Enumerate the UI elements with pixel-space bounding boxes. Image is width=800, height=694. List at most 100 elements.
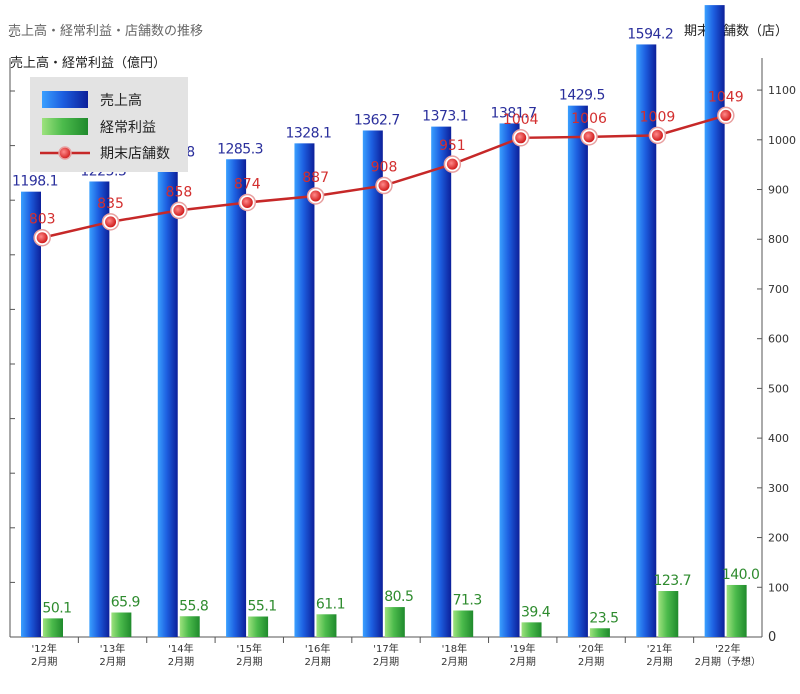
sales-data-label: 1328.1: [285, 125, 331, 141]
right-axis-tick-label: 200: [768, 532, 789, 545]
sales-data-label: 1429.5: [559, 88, 605, 104]
sales-data-label: 1381.7: [491, 105, 537, 121]
profit-data-label: 55.8: [179, 598, 208, 614]
x-tick-label: '16年: [305, 642, 330, 655]
x-tick-label: '13年: [100, 642, 125, 655]
profit-bar: [589, 628, 610, 637]
profit-data-label: 123.7: [653, 573, 691, 589]
sales-bar: [21, 191, 41, 637]
x-tick-label: '19年: [510, 642, 535, 655]
x-tick-label: 2月期: [510, 656, 536, 668]
sales-data-label: 1700.0: [696, 0, 742, 3]
sales-data-label: 1285.3: [217, 141, 263, 157]
right-axis-tick-label: 1100: [768, 84, 796, 97]
sales-bar: [294, 143, 315, 638]
x-tick-label: 2月期: [578, 656, 604, 668]
x-tick-label: 2月期（予想）: [695, 655, 761, 668]
sales-bar: [499, 123, 520, 637]
profit-bar: [658, 591, 679, 637]
right-axis-tick-label: 700: [768, 283, 789, 296]
legend-label-profit: 経常利益: [100, 120, 156, 136]
x-tick-label: 2月期: [304, 656, 330, 668]
profit-data-label: 61.1: [316, 596, 345, 612]
sales-data-label: 1362.7: [354, 112, 400, 128]
stores-marker: [36, 232, 48, 244]
stores-marker: [515, 132, 527, 144]
stores-data-label: 803: [29, 212, 56, 228]
profit-data-label: 140.0: [722, 567, 760, 583]
stores-data-label: 835: [97, 196, 124, 212]
profit-data-label: 23.5: [589, 610, 618, 626]
x-tick-label: 2月期: [646, 656, 672, 668]
left-axis-label: 売上高・経常利益（億円）: [10, 56, 167, 71]
right-axis-tick-label: 400: [768, 432, 789, 445]
stores-data-label: 887: [302, 170, 329, 186]
sales-data-label: 1373.1: [422, 109, 468, 125]
profit-bar: [521, 622, 542, 637]
stores-data-label: 874: [234, 176, 261, 192]
chart-title: 売上高・経常利益・店舗数の推移: [8, 24, 204, 39]
x-tick-label: '21年: [647, 642, 672, 655]
legend-swatch-profit: [42, 118, 88, 135]
profit-bar: [316, 614, 337, 637]
legend-swatch-sales: [42, 91, 88, 108]
right-axis-tick-label: 1000: [768, 134, 796, 147]
right-axis-tick-label: 300: [768, 482, 789, 495]
sales-bar: [226, 159, 247, 638]
x-tick-label: '18年: [442, 642, 467, 655]
sales-bar: [567, 105, 588, 637]
profit-data-label: 80.5: [384, 589, 413, 605]
profit-bar: [726, 584, 747, 637]
stores-marker: [241, 196, 253, 208]
right-axis-tick-label: 800: [768, 233, 789, 246]
stores-marker: [378, 180, 390, 192]
sales-data-label: 1594.2: [627, 26, 673, 42]
profit-bar: [453, 610, 474, 637]
sales-bar: [704, 5, 725, 638]
stores-marker: [446, 158, 458, 170]
stores-marker: [173, 204, 185, 216]
x-tick-label: 2月期: [168, 656, 194, 668]
stores-marker: [720, 109, 732, 121]
right-axis-tick-label: 0: [768, 630, 776, 645]
sales-bar: [157, 162, 178, 637]
stores-marker: [583, 131, 595, 143]
profit-data-label: 50.1: [42, 600, 71, 616]
x-tick-label: '15年: [237, 642, 262, 655]
profit-bar: [384, 607, 405, 637]
stores-data-label: 1009: [640, 109, 676, 125]
profit-data-label: 71.3: [453, 592, 482, 608]
sales-bar: [89, 181, 110, 638]
right-axis-tick-label: 500: [768, 382, 789, 395]
legend-label-stores: 期末店舗数: [100, 146, 170, 162]
right-axis-tick-label: 900: [768, 184, 789, 197]
stores-data-label: 1004: [503, 112, 539, 128]
x-tick-label: '20年: [578, 642, 603, 655]
legend-label-sales: 売上高: [100, 92, 142, 109]
x-tick-label: 2月期: [31, 656, 57, 668]
right-axis-tick-label: 100: [768, 581, 789, 594]
stores-data-label: 858: [166, 184, 193, 200]
stores-marker: [310, 190, 322, 202]
stores-data-label: 1049: [708, 89, 744, 105]
stores-marker: [651, 129, 663, 141]
right-axis-tick-label: 600: [768, 333, 789, 346]
x-tick-label: '12年: [31, 642, 56, 655]
profit-bar: [111, 612, 132, 637]
x-tick-label: 2月期: [441, 656, 467, 668]
profit-bar: [248, 616, 269, 637]
sales-bar: [431, 126, 452, 638]
x-tick-label: '22年: [715, 642, 740, 655]
stores-data-label: 1006: [571, 111, 607, 127]
profit-data-label: 65.9: [111, 595, 140, 611]
stores-data-label: 951: [439, 138, 466, 154]
sales-bar: [636, 44, 657, 638]
x-tick-label: 2月期: [99, 656, 125, 668]
sales-bar: [362, 130, 383, 637]
x-tick-label: 2月期: [236, 656, 262, 668]
stores-marker: [105, 216, 117, 228]
x-tick-label: '17年: [373, 642, 398, 655]
legend-swatch-stores-marker: [58, 146, 72, 160]
x-tick-label: '14年: [168, 642, 193, 655]
